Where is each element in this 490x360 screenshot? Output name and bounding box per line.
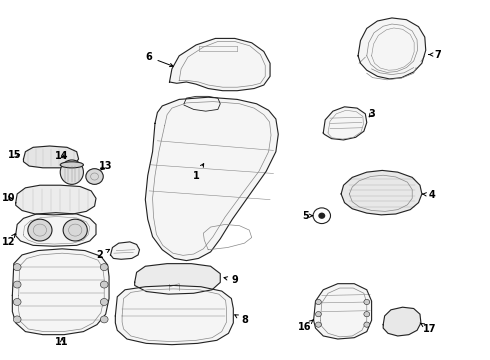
Text: 1: 1 <box>193 164 204 181</box>
Circle shape <box>13 264 21 271</box>
Circle shape <box>316 311 321 317</box>
Text: 14: 14 <box>55 151 69 161</box>
Circle shape <box>364 322 369 327</box>
Polygon shape <box>323 107 367 140</box>
Text: 6: 6 <box>146 52 173 67</box>
Polygon shape <box>135 264 220 294</box>
Polygon shape <box>314 284 371 339</box>
Text: 2: 2 <box>97 249 110 260</box>
Polygon shape <box>170 39 270 91</box>
Circle shape <box>100 298 108 306</box>
Polygon shape <box>111 242 140 259</box>
Text: 16: 16 <box>298 319 314 332</box>
Text: 5: 5 <box>302 211 313 221</box>
Polygon shape <box>358 18 426 79</box>
Circle shape <box>28 219 52 241</box>
Ellipse shape <box>60 162 83 168</box>
Circle shape <box>364 300 369 305</box>
Text: 13: 13 <box>99 161 112 171</box>
Circle shape <box>13 281 21 288</box>
Ellipse shape <box>60 160 83 184</box>
Circle shape <box>100 281 108 288</box>
Circle shape <box>318 213 325 219</box>
Circle shape <box>316 322 321 327</box>
Text: 10: 10 <box>2 193 16 203</box>
Polygon shape <box>16 185 96 215</box>
Polygon shape <box>12 249 109 335</box>
Circle shape <box>316 300 321 305</box>
Circle shape <box>364 311 369 317</box>
Circle shape <box>100 316 108 323</box>
Polygon shape <box>341 170 422 215</box>
Text: 4: 4 <box>422 190 435 200</box>
Polygon shape <box>24 146 78 168</box>
Text: 3: 3 <box>368 109 375 119</box>
Text: 7: 7 <box>429 50 441 59</box>
Circle shape <box>86 169 103 184</box>
Text: 15: 15 <box>8 150 22 160</box>
Circle shape <box>100 264 108 271</box>
Circle shape <box>13 316 21 323</box>
Circle shape <box>63 219 87 241</box>
Text: 11: 11 <box>55 337 69 347</box>
Text: 12: 12 <box>2 234 16 247</box>
Text: 8: 8 <box>235 315 248 325</box>
Polygon shape <box>146 97 278 261</box>
Polygon shape <box>16 213 96 246</box>
Circle shape <box>13 298 21 306</box>
Polygon shape <box>115 285 233 345</box>
Text: 17: 17 <box>420 323 437 334</box>
Text: 9: 9 <box>224 275 238 285</box>
Polygon shape <box>383 307 421 336</box>
